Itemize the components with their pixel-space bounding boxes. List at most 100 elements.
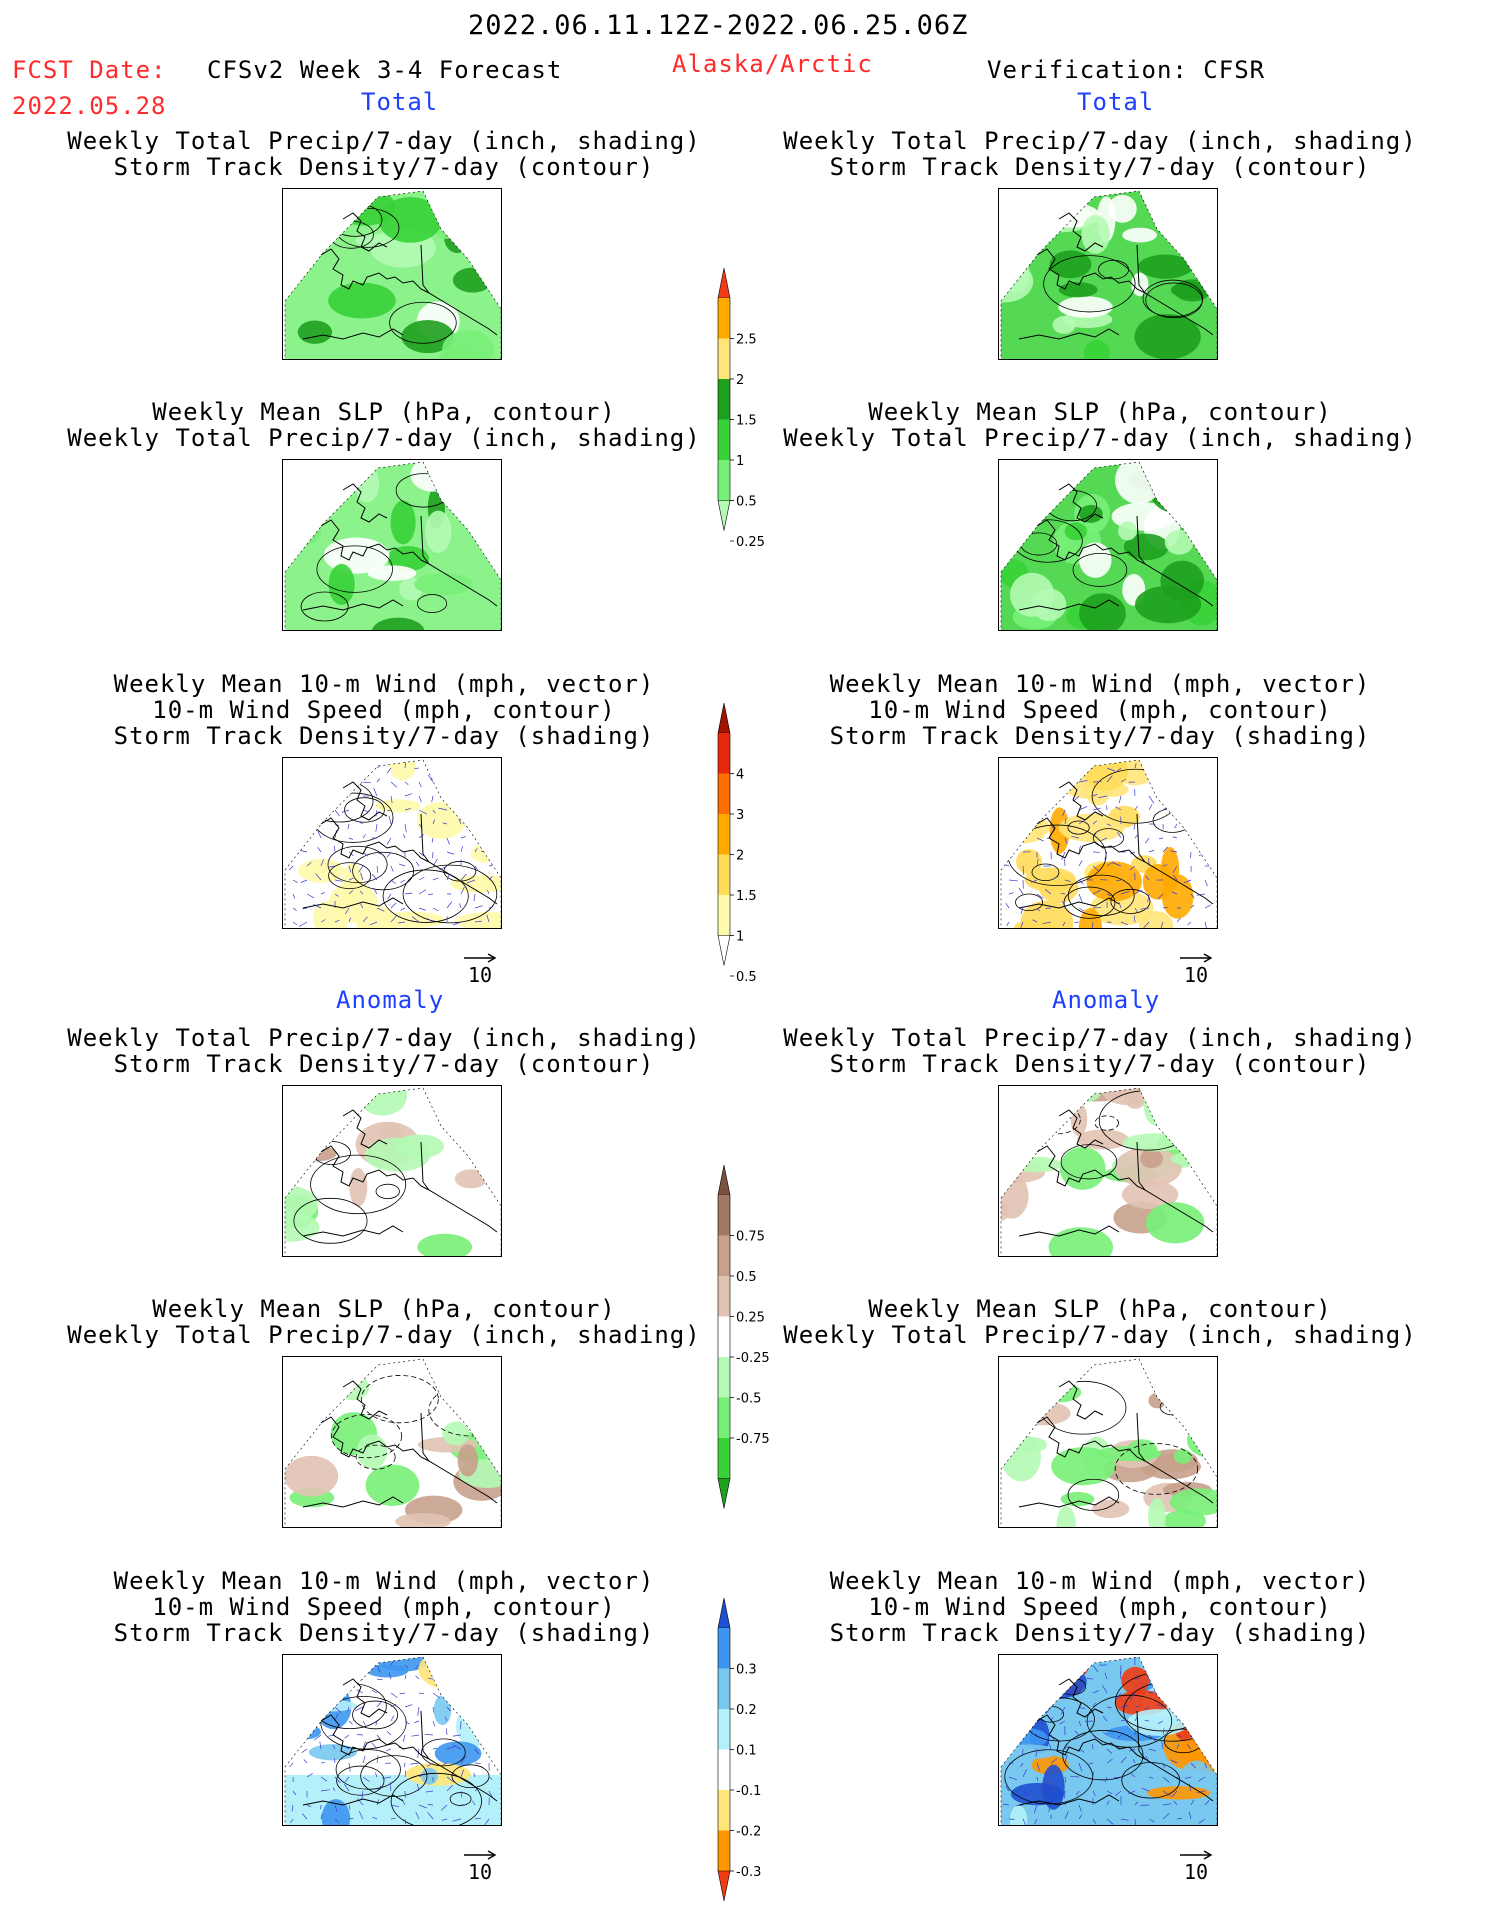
vector [432,819,435,825]
vector [288,865,294,871]
coast-path [1058,781,1104,821]
vector [442,1762,448,1766]
map-panel-fcst-total-precip [282,188,502,360]
shade-blob [416,801,466,839]
vector [1162,846,1168,853]
vector [1074,921,1080,923]
shade-blob [470,844,497,863]
vector [1120,1757,1127,1764]
vector [372,1816,378,1820]
vector [418,889,427,895]
vector [306,1678,312,1682]
vector [306,862,312,867]
coastline [302,1109,498,1237]
vector [427,918,434,923]
vector [1078,819,1086,825]
vector [1005,1786,1010,1792]
vector [446,851,455,855]
vector [1134,805,1138,811]
vector [460,1664,463,1672]
vector [306,1720,314,1725]
shade-blob [1001,229,1032,245]
period-title: 2022.06.11.12Z-2022.06.25.06Z [468,10,969,41]
vector [1035,1748,1038,1757]
colorbar-segment [718,1709,730,1750]
vector [1106,1790,1113,1795]
shade-blob [434,1741,482,1766]
shade-blob [1140,1148,1163,1169]
vector [356,1689,364,1694]
vector [404,1818,406,1825]
vector [1036,1720,1044,1725]
vector [474,848,478,853]
vector [362,1776,370,1782]
contour [355,1444,396,1470]
vector [453,1744,462,1750]
shade-blob [285,1724,322,1740]
vector [1050,781,1057,790]
vector [376,907,385,912]
vector [320,804,324,811]
vector [348,1817,354,1820]
panel-title: Weekly Mean SLP (hPa, contour) Weekly Tot… [67,398,701,452]
vector [1008,879,1018,882]
shade-blob [285,515,322,546]
vector [460,1692,467,1700]
vector [1176,763,1178,769]
vector [427,1811,434,1820]
vector [387,893,392,900]
vector [319,788,322,797]
vector [1145,765,1150,769]
shade-blob [371,617,425,630]
shade-blob [285,1455,339,1497]
vector [1036,1702,1039,1708]
contour-lines [312,1683,490,1825]
vector [487,1657,490,1666]
shade-blob [1011,1156,1062,1173]
coastline [302,781,498,909]
vector [404,1704,413,1708]
vector [334,1713,339,1722]
vector [317,847,322,853]
vector [1162,1776,1170,1783]
shade-blob [1134,313,1201,359]
shade-blob [1007,471,1069,505]
vector [1092,1744,1094,1750]
panel-title: Weekly Mean SLP (hPa, contour) Weekly Tot… [783,398,1417,452]
vector [1196,893,1206,896]
colorbar-tick-label: 0.5 [736,495,757,510]
vector [375,809,378,817]
vector [319,1741,322,1750]
vector [1196,1790,1206,1794]
shade-blob [1001,1124,1034,1158]
vector [334,893,339,897]
shade-blob [1001,1110,1035,1152]
vector [332,1744,336,1750]
vector [401,1798,406,1806]
shade-blob [285,760,322,788]
vector [1102,1685,1108,1694]
vector [1134,1677,1141,1680]
vector [460,1790,463,1798]
vector [390,1692,398,1698]
vector [458,1706,462,1711]
vector [432,1747,438,1750]
vector [1005,903,1010,909]
vector [289,1748,294,1753]
colorbar-tick-label: 1.5 [736,889,757,904]
shade-blob [389,760,416,781]
vector [302,907,308,910]
vector [1036,893,1044,899]
domain-outline [284,1358,501,1527]
vector [460,886,465,895]
vector [345,907,350,915]
vector [1064,1811,1069,1820]
contour [316,545,393,593]
vector [347,823,350,830]
vector [318,1670,322,1680]
contour [331,1414,403,1459]
vector [1034,1818,1038,1825]
vector [1086,1678,1094,1680]
contour [1067,820,1090,835]
shade-blob [1131,272,1149,297]
